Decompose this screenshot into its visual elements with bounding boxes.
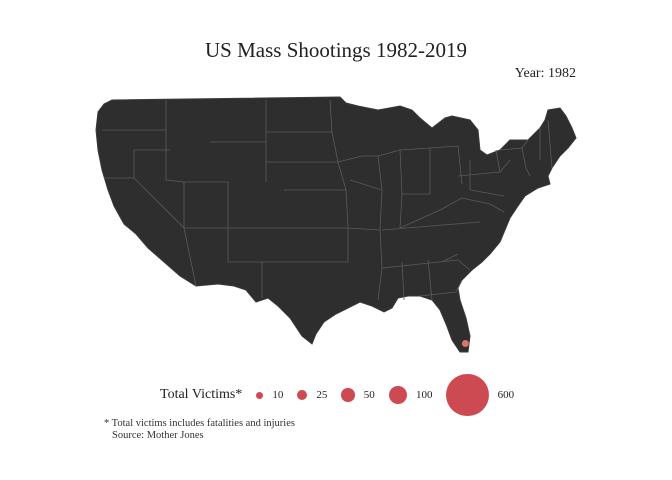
incident-marker bbox=[461, 340, 469, 347]
legend-label: 10 bbox=[272, 389, 284, 401]
footnote-source: Source: Mother Jones bbox=[112, 430, 204, 441]
legend-item: 10 bbox=[256, 389, 283, 401]
legend-label: 50 bbox=[363, 389, 375, 401]
legend-dot bbox=[388, 385, 407, 405]
legend-dot bbox=[297, 389, 308, 400]
us-landmass bbox=[95, 96, 577, 353]
legend-item: 600 bbox=[446, 373, 515, 417]
legend-item: 50 bbox=[341, 388, 375, 402]
legend-item: 100 bbox=[388, 385, 433, 405]
incident-markers bbox=[461, 340, 469, 347]
legend-label: 600 bbox=[497, 389, 515, 401]
legend-label: 100 bbox=[415, 389, 433, 401]
legend-items: 10 25 50 100 600 bbox=[256, 373, 528, 417]
legend-dot bbox=[341, 388, 355, 402]
map-title: US Mass Shootings 1982-2019 bbox=[205, 38, 467, 62]
legend-title: Total Victims* bbox=[160, 387, 243, 402]
footnote: * Total victims includes fatalities and … bbox=[104, 418, 295, 442]
legend-dot bbox=[256, 391, 264, 399]
legend-label: 25 bbox=[316, 389, 328, 401]
year-label: Year: 1982 bbox=[514, 66, 576, 81]
footnote-note: * Total victims includes fatalities and … bbox=[104, 418, 295, 429]
us-outline bbox=[95, 96, 577, 353]
size-legend: Total Victims* 10 25 50 100 600 bbox=[160, 373, 528, 417]
state-borders bbox=[102, 99, 553, 301]
legend-dot bbox=[446, 373, 489, 417]
legend-item: 25 bbox=[297, 389, 327, 401]
